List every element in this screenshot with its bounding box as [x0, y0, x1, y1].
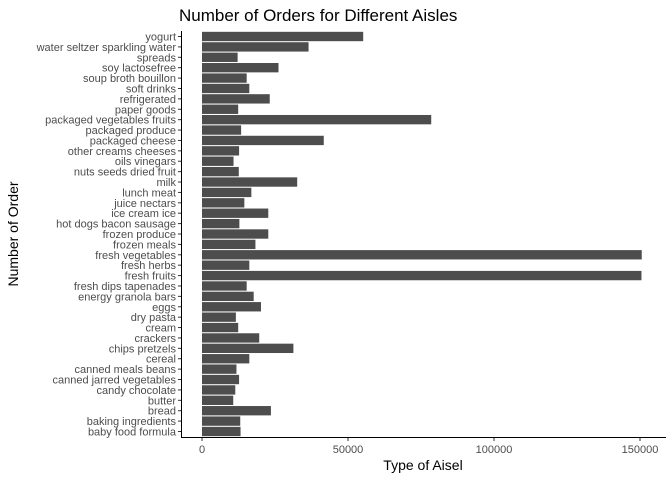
bar-soft-drinks: [202, 83, 250, 94]
bar-chips-pretzels: [202, 343, 294, 354]
y-tick-label-soup-broth-bouillon: soup broth bouillon: [83, 73, 176, 85]
y-tick-label-paper-goods: paper goods: [115, 104, 177, 116]
bars-group: [202, 31, 642, 437]
y-tick-label-chips-pretzels: chips pretzels: [109, 343, 177, 355]
bar-candy-chocolate: [202, 385, 236, 395]
bar-other-creams-cheeses: [202, 146, 240, 156]
x-axis-title: Type of Aisel: [383, 457, 462, 473]
bar-baby-food-formula: [202, 426, 241, 437]
bar-frozen-produce: [202, 229, 269, 239]
y-tick-label-bread: bread: [148, 406, 176, 418]
y-tick-label-candy-chocolate: candy chocolate: [97, 385, 177, 397]
y-tick-label-nuts-seeds-dried-fruit: nuts seeds dried fruit: [74, 167, 176, 179]
bar-cereal: [202, 354, 250, 364]
y-tick-label-crackers: crackers: [134, 333, 176, 345]
y-tick-label-frozen-meals: frozen meals: [113, 239, 176, 251]
y-tick-label-frozen-produce: frozen produce: [103, 229, 176, 241]
chart-title: Number of Orders for Different Aisles: [179, 6, 457, 25]
bar-nuts-seeds-dried-fruit: [202, 166, 239, 177]
y-tick-label-fresh-fruits: fresh fruits: [125, 271, 177, 283]
y-tick-label-other-creams-cheeses: other creams cheeses: [68, 146, 177, 158]
bar-oils-vinegars: [202, 156, 234, 166]
y-tick-label-canned-meals-beans: canned meals beans: [74, 364, 176, 376]
y-tick-label-baking-ingredients: baking ingredients: [87, 416, 177, 428]
bar-spreads: [202, 52, 238, 62]
bar-yogurt: [202, 31, 364, 42]
bar-fresh-vegetables: [202, 250, 642, 260]
bar-paper-goods: [202, 104, 239, 114]
y-axis-title: Number of Order: [5, 181, 21, 286]
x-tick-label: 150000: [622, 444, 659, 456]
y-tick-label-soy-lactosefree: soy lactosefree: [102, 63, 176, 75]
y-tick-label-lunch-meat: lunch meat: [122, 187, 176, 199]
bar-canned-meals-beans: [202, 364, 237, 374]
bar-packaged-vegetables-fruits: [202, 114, 432, 125]
y-tick-label-spreads: spreads: [137, 52, 177, 64]
bar-ice-cream-ice: [202, 208, 269, 218]
bar-crackers: [202, 333, 260, 343]
bar-cream: [202, 322, 239, 333]
y-tick-label-packaged-vegetables-fruits: packaged vegetables fruits: [45, 115, 176, 127]
bar-soup-broth-bouillon: [202, 73, 247, 83]
bar-bread: [202, 406, 271, 416]
y-tick-label-eggs: eggs: [152, 302, 176, 314]
x-tick-label: 0: [199, 444, 205, 456]
y-tick-label-juice-nectars: juice nectars: [113, 198, 176, 210]
y-tick-label-baby-food-formula: baby food formula: [88, 427, 177, 439]
bar-dry-pasta: [202, 312, 236, 322]
bar-baking-ingredients: [202, 416, 241, 426]
bar-fresh-herbs: [202, 260, 250, 270]
bar-lunch-meat: [202, 187, 252, 198]
y-tick-label-hot-dogs-bacon-sausage: hot dogs bacon sausage: [56, 219, 176, 231]
bar-hot-dogs-bacon-sausage: [202, 218, 240, 229]
y-tick-label-yogurt: yogurt: [145, 32, 176, 44]
bar-butter: [202, 395, 234, 405]
y-tick-label-butter: butter: [148, 395, 176, 407]
bar-refrigerated: [202, 94, 270, 104]
y-tick-label-water-seltzer-sparkling-water: water seltzer sparkling water: [36, 42, 177, 54]
x-tick-label: 50000: [333, 444, 364, 456]
y-tick-label-soft-drinks: soft drinks: [126, 83, 177, 95]
bar-milk: [202, 177, 298, 187]
bar-canned-jarred-vegetables: [202, 374, 240, 385]
y-tick-label-fresh-dips-tapenades: fresh dips tapenades: [74, 281, 177, 293]
bar-water-seltzer-sparkling-water: [202, 42, 309, 52]
y-tick-label-milk: milk: [156, 177, 176, 189]
y-tick-label-packaged-cheese: packaged cheese: [90, 135, 176, 147]
bar-packaged-cheese: [202, 135, 324, 146]
bar-packaged-produce: [202, 125, 242, 135]
y-tick-label-cream: cream: [145, 323, 176, 335]
y-tick-label-packaged-produce: packaged produce: [85, 125, 176, 137]
bar-energy-granola-bars: [202, 291, 254, 302]
y-tick-label-fresh-vegetables: fresh vegetables: [95, 250, 176, 262]
y-tick-label-dry-pasta: dry pasta: [131, 312, 177, 324]
bar-fresh-dips-tapenades: [202, 281, 247, 291]
x-ticks: 0 50000 100000 150000: [199, 438, 658, 456]
bar-juice-nectars: [202, 198, 245, 208]
bar-frozen-meals: [202, 239, 256, 250]
y-tick-label-refrigerated: refrigerated: [120, 94, 176, 106]
y-tick-label-canned-jarred-vegetables: canned jarred vegetables: [52, 375, 176, 387]
bar-eggs: [202, 302, 261, 312]
y-tick-label-oils-vinegars: oils vinegars: [115, 156, 177, 168]
bar-soy-lactosefree: [202, 63, 279, 73]
bar-fresh-fruits: [202, 270, 642, 281]
y-tick-label-cereal: cereal: [146, 354, 176, 366]
y-tick-label-energy-granola-bars: energy granola bars: [78, 291, 176, 303]
x-tick-label: 100000: [476, 444, 513, 456]
y-tick-label-ice-cream-ice: ice cream ice: [111, 208, 176, 220]
y-tick-label-fresh-herbs: fresh herbs: [121, 260, 177, 272]
